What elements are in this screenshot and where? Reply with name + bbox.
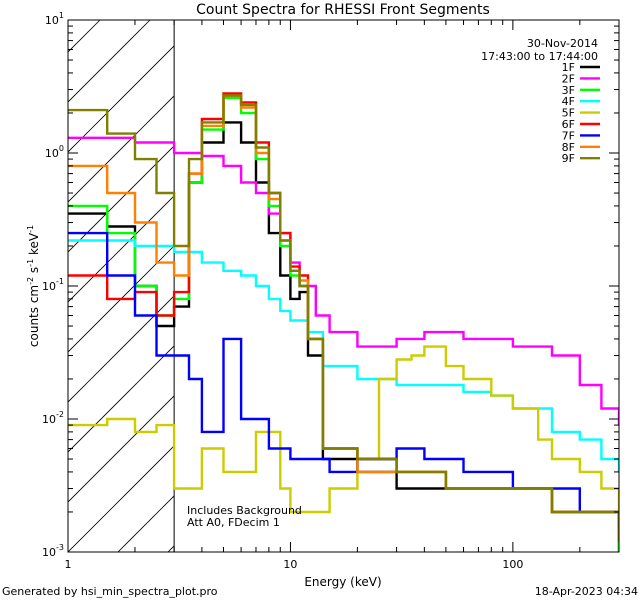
hatch-line — [68, 95, 175, 203]
annotation-background: Includes Background — [187, 504, 302, 517]
series-3F — [68, 96, 619, 552]
hatch-line — [68, 395, 175, 503]
series-5F — [68, 345, 619, 514]
y-axis-label-sup1: -2 — [26, 277, 35, 285]
legend: 30-Nov-2014 17:43:00 to 17:44:00 1F2F3F4… — [481, 37, 600, 165]
x-tick-label: 1 — [65, 558, 72, 571]
legend-label-1F: 1F — [562, 61, 575, 74]
y-tick-label: 101 — [45, 11, 64, 27]
y-axis-label-mid: s — [27, 267, 41, 277]
hatch-line — [418, 20, 640, 552]
series-8F — [68, 94, 619, 542]
hatch-lines — [68, 20, 640, 552]
x-tick-label: 10 — [283, 558, 297, 571]
hatch-line — [618, 20, 640, 552]
series-layer — [68, 92, 619, 552]
series-1F — [68, 121, 619, 552]
hatch-region — [68, 20, 640, 552]
series-2F — [68, 136, 619, 426]
y-tick-label: 10-1 — [42, 277, 64, 293]
x-axis: 1 10 100 — [65, 20, 620, 571]
annotation-attenuator: Att A0, FDecim 1 — [187, 516, 280, 529]
legend-label-6F: 6F — [562, 118, 575, 131]
series-4F — [68, 239, 619, 472]
legend-date: 30-Nov-2014 — [527, 37, 598, 50]
legend-time-range: 17:43:00 to 17:44:00 — [481, 50, 598, 63]
series-9F — [68, 94, 619, 542]
hatch-line — [68, 195, 175, 303]
legend-label-2F: 2F — [562, 72, 575, 85]
hatch-line — [68, 45, 175, 153]
legend-label-8F: 8F — [562, 141, 575, 154]
legend-label-3F: 3F — [562, 84, 575, 97]
x-axis-label: Energy (keV) — [304, 575, 381, 589]
y-axis: 101 100 10-1 10-2 10-3 — [42, 11, 619, 559]
y-tick-label: 10-3 — [42, 543, 64, 559]
y-axis-label-sup2: -1 — [26, 259, 35, 267]
y-axis-label-sup3: -1 — [26, 225, 35, 233]
y-axis-label: counts cm-2 s-1 keV-1 — [26, 225, 41, 347]
y-tick-label: 10-2 — [42, 410, 64, 426]
footer-generated-by: Generated by hsi_min_spectra_plot.pro — [2, 585, 218, 598]
series-6F — [68, 92, 619, 542]
hatch-line — [68, 445, 175, 552]
y-tick-label: 100 — [45, 144, 64, 160]
legend-label-9F: 9F — [562, 152, 575, 165]
x-tick-label: 100 — [502, 558, 523, 571]
series-7F — [68, 231, 619, 529]
chart-title: Count Spectra for RHESSI Front Segments — [196, 2, 490, 18]
y-axis-label-tail: keV — [27, 232, 41, 259]
annotations: Includes Background Att A0, FDecim 1 — [187, 504, 302, 529]
footer-timestamp: 18-Apr-2023 04:34 — [535, 585, 638, 598]
legend-label-4F: 4F — [562, 95, 575, 108]
legend-label-7F: 7F — [562, 129, 575, 142]
legend-label-5F: 5F — [562, 107, 575, 120]
y-axis-label-base: counts cm — [27, 285, 41, 347]
